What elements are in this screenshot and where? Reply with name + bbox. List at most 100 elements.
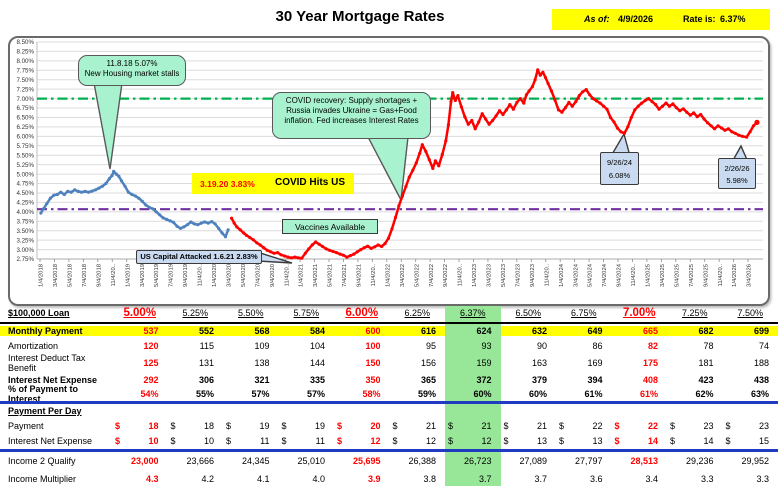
per-day-value: 12	[425, 436, 436, 446]
rate-value-cell: 120	[143, 341, 159, 351]
rate-value-cell: $12	[334, 436, 390, 446]
callout-housing-market: 11.8.18 5.07% New Housing market stalls	[78, 55, 186, 86]
table-row-per-day-payment: Payment $18 $18 $19 $19 $20 $21 $21 $21 $22 $22 $23…	[0, 418, 778, 434]
per-day-value: 19	[259, 420, 270, 431]
callout-us-capital: US Capital Attacked 1.6.21 2.83%	[136, 250, 262, 264]
asof-date: 4/9/2026	[618, 14, 654, 24]
rate-value-cell: 632	[500, 325, 556, 336]
rate-value-cell: 350	[365, 374, 381, 385]
row-label: Amortization	[8, 341, 59, 351]
dollar-sign: $	[614, 436, 620, 446]
rate-value-cell: 23,000	[130, 456, 159, 466]
rate-value-cell: 616	[389, 325, 445, 336]
row-label: Monthly Payment	[0, 325, 112, 336]
table-header-row: $100,000 Loan 5.00% 5.25% 5.50% 5.75% 6.00% 6.…	[0, 304, 778, 322]
rate-value-cell: 27,089	[519, 456, 547, 466]
rate-value-cell: 365	[420, 374, 436, 385]
asof-banner: As of: 4/9/2026 Rate is: 6.37%	[552, 9, 770, 30]
rate-value-cell: 379	[531, 374, 547, 385]
rate-value-cell: 188	[753, 358, 769, 368]
rate-value-cell: 3.7	[478, 473, 492, 484]
rate-value-cell: 3.3	[700, 473, 714, 484]
rate-value-cell: 26,723	[463, 456, 492, 466]
rate-value-cell: 3.8	[423, 473, 436, 484]
rate-value-cell: 163	[531, 358, 547, 368]
asof-label: As of:	[584, 14, 610, 24]
rate-value-cell: 23,666	[186, 456, 214, 466]
rate-value-cell: 109	[254, 341, 270, 351]
rate-value-cell: 27,797	[574, 456, 603, 466]
rate-value-cell: 78	[703, 341, 714, 351]
rate-value-cell: $21	[390, 421, 446, 431]
dollar-sign: $	[559, 436, 565, 446]
rate-value-cell: 125	[143, 358, 159, 368]
dollar-sign: $	[226, 420, 232, 431]
rate-value-cell: 292	[143, 374, 159, 385]
dollar-sign: $	[281, 420, 287, 431]
rate-value-cell: 29,236	[685, 456, 714, 466]
current-rate-value: 6.37%	[720, 14, 746, 24]
rate-value-cell: 115	[199, 341, 214, 351]
rate-value-cell: 682	[667, 325, 723, 336]
rate-value-cell: 4.3	[145, 473, 159, 484]
rate-value-cell: $11	[223, 436, 279, 446]
covid-hits-label: COVID Hits US	[274, 177, 345, 188]
rate-value-cell: 394	[587, 374, 603, 385]
row-label: Income Multiplier	[8, 473, 77, 484]
rate-header: 6.25%	[404, 308, 431, 318]
dollar-sign: $	[226, 436, 232, 446]
rate-value-cell: 82	[647, 341, 658, 351]
rate-header: 5.00%	[123, 307, 157, 319]
rate-value-cell: 568	[223, 325, 279, 336]
rate-value-cell: 59%	[417, 389, 436, 399]
row-label: % of Payment to Interest	[8, 384, 79, 404]
rate-value-cell: 61%	[584, 389, 603, 399]
page-title: 30 Year Mortgage Rates	[275, 8, 445, 25]
dollar-sign: $	[503, 420, 509, 431]
rate-value-cell: $18	[168, 421, 224, 431]
callout-vaccines: Vaccines Available	[282, 219, 378, 234]
rate-value-cell: 156	[420, 358, 436, 368]
rate-header: 7.00%	[622, 307, 656, 319]
row-label: Interest Net Expense	[8, 374, 98, 385]
callout-sep-2024: 9/26/24 6.08%	[600, 152, 639, 185]
rate-value-cell: $18	[112, 421, 168, 431]
per-day-value: 14	[647, 436, 658, 446]
callout-covid-recovery-text: COVID recovery: Supply shortages + Russi…	[284, 96, 419, 125]
callout-covid-recovery: COVID recovery: Supply shortages + Russi…	[272, 92, 431, 139]
covid-date-rate: 3.19.20 3.83%	[200, 179, 255, 189]
table-row-income-2-qualify: Income 2 Qualify 23,000 23,666 24,345 25,010…	[0, 452, 778, 471]
callout-feb-2026-rate: 5.98%	[726, 176, 748, 185]
section-divider	[0, 400, 778, 404]
dollar-sign: $	[725, 420, 731, 431]
per-day-value: 23	[758, 420, 769, 431]
per-day-value: 13	[536, 436, 547, 446]
rate-header: 7.25%	[681, 308, 708, 318]
rate-value-cell: 3.9	[367, 473, 381, 484]
per-day-value: 12	[370, 436, 381, 446]
rate-header: 5.25%	[182, 308, 209, 318]
rate-value-cell: 3.7	[534, 473, 547, 484]
rate-value-cell: 649	[556, 325, 612, 336]
header-divider-line	[0, 322, 778, 324]
rate-value-cell: 93	[481, 341, 492, 351]
rate-value-cell: 100	[365, 341, 381, 351]
rate-header: 6.50%	[515, 308, 542, 318]
rate-header: 6.00%	[345, 307, 379, 319]
per-day-value: 12	[481, 436, 492, 446]
rate-value-cell: $19	[223, 421, 279, 431]
rate-value-cell: 150	[365, 358, 381, 368]
rate-value-cell: $23	[723, 421, 778, 431]
rate-value-cell: 600	[334, 325, 390, 336]
per-day-value: 15	[758, 436, 769, 446]
dollar-sign: $	[448, 436, 454, 446]
loan-label: $100,000 Loan	[8, 308, 70, 318]
rate-value-cell: 665	[611, 325, 667, 336]
dollar-sign: $	[170, 436, 176, 446]
rate-value-cell: 95	[425, 341, 436, 351]
dollar-sign: $	[725, 436, 731, 446]
rate-value-cell: 423	[698, 374, 714, 385]
table-row-interest-deduct-tax-benefit: Interest Deduct Tax Benefit 125 131 138 144 1…	[0, 353, 778, 373]
rate-value-cell: 321	[254, 374, 270, 385]
